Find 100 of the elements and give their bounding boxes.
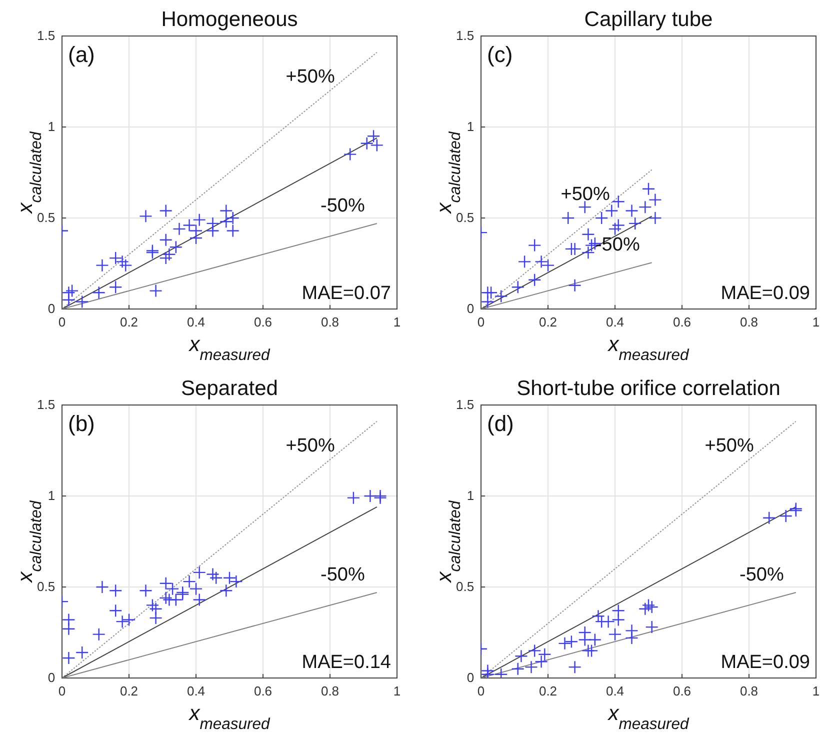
annotation: +50% [560, 184, 610, 205]
point [588, 633, 602, 646]
point [62, 651, 76, 665]
point [119, 258, 132, 272]
x-tick-label: 0.4 [606, 314, 624, 330]
point [139, 210, 152, 223]
point [779, 509, 792, 523]
point [645, 600, 658, 614]
x-tick-label: 0.2 [120, 683, 138, 698]
point [366, 130, 380, 143]
point [159, 233, 172, 246]
point [169, 240, 182, 254]
point [139, 584, 152, 598]
point [534, 655, 548, 668]
annotation: MAE=0.07 [302, 283, 391, 304]
annotation: (d) [487, 411, 514, 436]
point [62, 293, 76, 306]
y-tick-label: 0 [48, 670, 56, 686]
x-tick-label: 0 [58, 683, 66, 698]
y-tick-label: 1 [48, 119, 56, 134]
x-tick-label: 0.8 [320, 683, 340, 698]
point [159, 251, 172, 265]
x-axis-title: x$_{measured}$ [607, 702, 690, 732]
point [762, 511, 776, 524]
point [584, 644, 598, 658]
annotation: +50% [704, 435, 754, 456]
point [642, 598, 656, 612]
chart-title: Short-tube orifice correlation [516, 377, 780, 400]
point [206, 568, 220, 581]
x-tick-label: 0.6 [672, 683, 692, 698]
point [608, 628, 622, 641]
annotation: (b) [68, 411, 95, 436]
y-tick-label: 1 [48, 488, 56, 504]
x-axis-title: x$_{measured}$ [188, 702, 272, 732]
x-tick-label: 0.4 [606, 683, 624, 698]
point [96, 258, 109, 272]
point [648, 211, 662, 225]
x-tick-label: 0.8 [320, 314, 340, 330]
point [192, 566, 206, 580]
point [96, 580, 109, 594]
annotation: (c) [487, 42, 513, 67]
y-tick-label: 1.5 [37, 28, 56, 44]
point [564, 635, 578, 648]
point [360, 136, 374, 150]
point [518, 255, 532, 268]
x-tick-label: 0.6 [254, 314, 272, 330]
point [612, 218, 625, 232]
point [220, 584, 233, 598]
x-tick-label: 0.6 [254, 683, 272, 698]
x-tick-label: 1 [812, 314, 820, 330]
point [172, 222, 186, 236]
point [162, 248, 176, 261]
point [481, 295, 494, 308]
point [149, 611, 162, 625]
annotation: +50% [286, 435, 336, 456]
point [602, 614, 615, 628]
point [528, 273, 542, 286]
annotation: -50% [595, 234, 640, 256]
y-tick-label: 0.5 [37, 210, 56, 226]
x-tick-label: 0.4 [186, 683, 206, 698]
point [159, 204, 172, 218]
point [628, 216, 642, 230]
point [582, 246, 595, 260]
point [528, 238, 542, 252]
annotation: +50% [286, 66, 336, 88]
point [511, 280, 524, 294]
x-tick-label: 0 [477, 683, 485, 698]
point [484, 286, 498, 300]
x-tick-label: 0.8 [740, 314, 758, 330]
y-tick-label: 0 [48, 301, 56, 316]
annotation: -50% [320, 564, 365, 586]
point [116, 614, 129, 628]
point [346, 491, 360, 504]
point [76, 295, 89, 308]
x-tick-label: 0.2 [120, 314, 138, 330]
y-tick-label: 0.5 [37, 579, 56, 594]
annotation: MAE=0.09 [720, 652, 810, 673]
point [76, 646, 89, 660]
point [159, 591, 172, 605]
point [558, 636, 572, 650]
point [595, 211, 608, 225]
point [638, 200, 652, 214]
y-tick-label: 1 [466, 119, 474, 134]
x-axis-title: x$_{measured}$ [607, 333, 690, 364]
point [364, 489, 377, 503]
point [648, 193, 662, 206]
annotation: -50% [740, 564, 784, 586]
point [92, 286, 106, 300]
point [578, 633, 592, 646]
point [568, 660, 582, 674]
point [514, 650, 528, 663]
chart-title: Capillary tube [584, 8, 713, 31]
y-tick-label: 1 [466, 488, 474, 504]
point [511, 662, 524, 676]
point [344, 148, 357, 161]
point [210, 571, 223, 584]
point [538, 648, 552, 661]
point [612, 613, 625, 626]
point [192, 593, 206, 606]
point [169, 593, 182, 606]
